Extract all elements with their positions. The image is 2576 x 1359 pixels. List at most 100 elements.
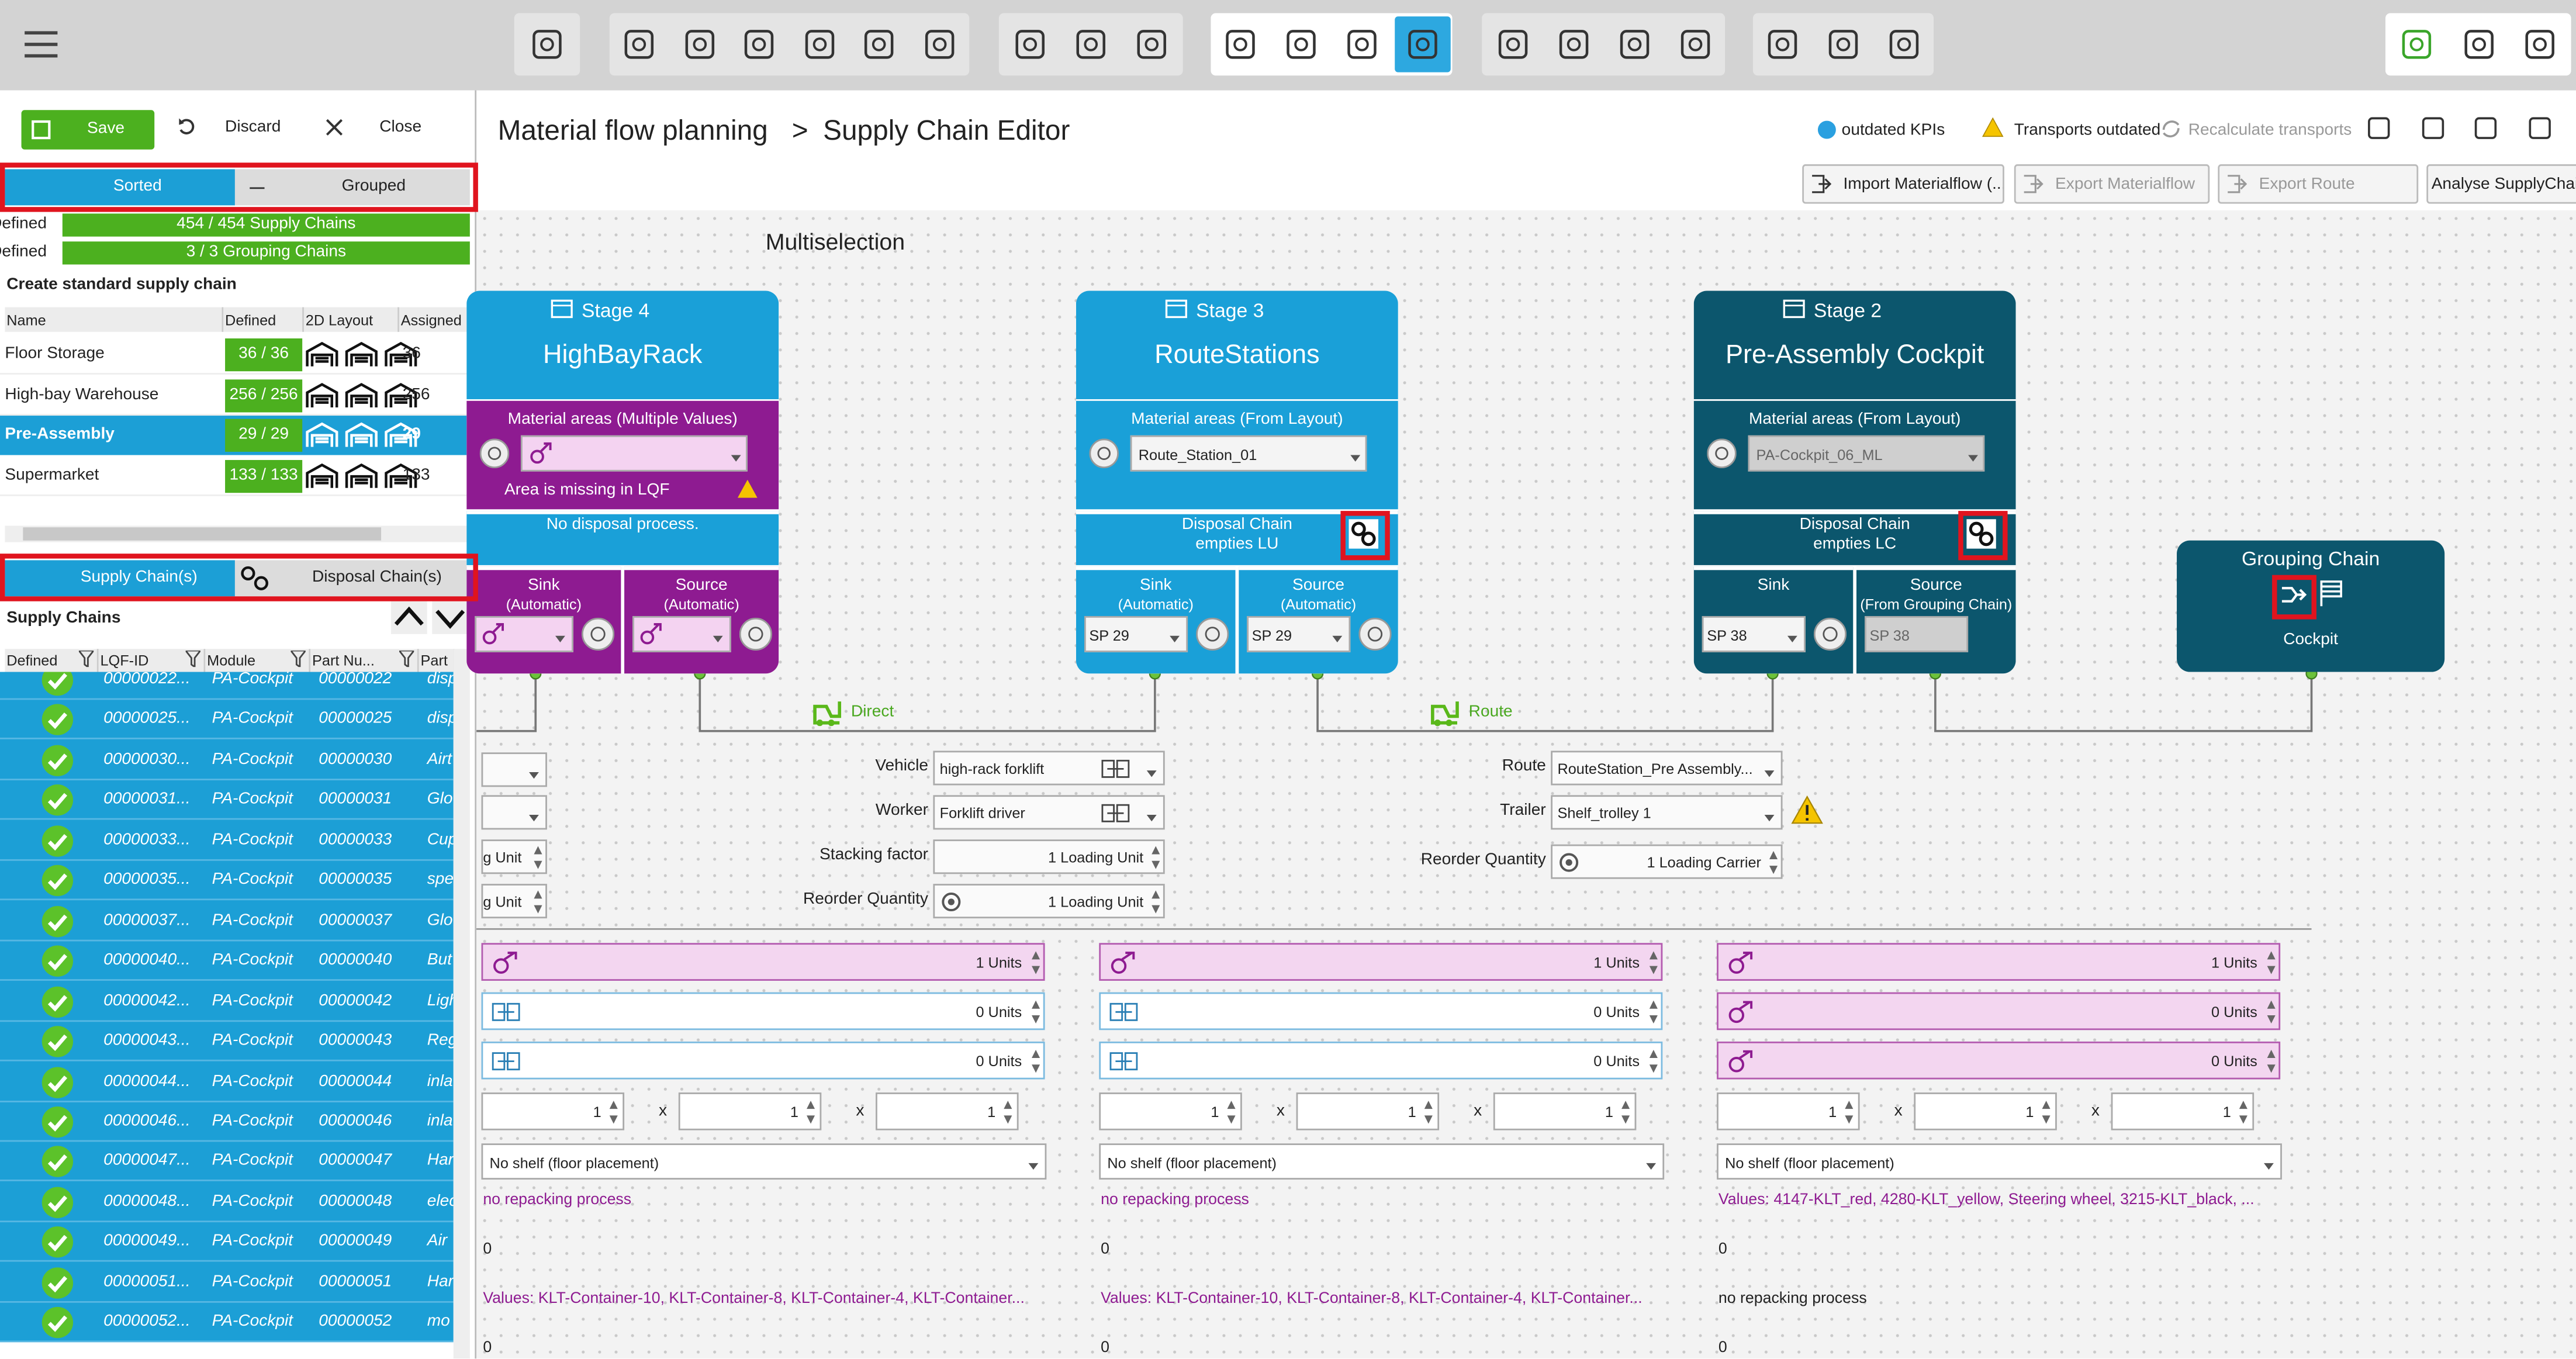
- form-field[interactable]: Forklift driver: [933, 795, 1165, 830]
- chain-row[interactable]: 00000048... PA-Cockpit 00000048 elec: [0, 1182, 454, 1222]
- filter-icon[interactable]: [289, 649, 307, 669]
- area-button[interactable]: [1707, 438, 1737, 469]
- toolbar-icon[interactable]: [1494, 26, 1530, 63]
- shelf-dropdown[interactable]: No shelf (floor placement): [1717, 1143, 2282, 1180]
- dimension-field[interactable]: 1: [1296, 1092, 1440, 1130]
- chain-row[interactable]: 00000051... PA-Cockpit 00000051 Har: [0, 1263, 454, 1303]
- table-row[interactable]: [0, 456, 473, 496]
- toolbar-icon[interactable]: [2460, 26, 2497, 63]
- toolbar-icon[interactable]: [1011, 26, 1047, 63]
- toolbar-button[interactable]: Import Materialflow (...: [1802, 164, 2004, 204]
- toolbar-icon[interactable]: [1825, 26, 1862, 63]
- sorted-toggle[interactable]: Sorted: [5, 169, 235, 206]
- toolbar-icon[interactable]: [529, 26, 565, 63]
- sink-button[interactable]: [1196, 617, 1229, 651]
- toolbar-icon[interactable]: [1134, 26, 1170, 63]
- chain-row[interactable]: 00000033... PA-Cockpit 00000033 Cup: [0, 821, 454, 861]
- table-row[interactable]: [0, 335, 473, 375]
- area-dropdown[interactable]: Route_Station_01: [1130, 435, 1367, 472]
- sink-button[interactable]: [1813, 617, 1847, 651]
- toolbar-icon[interactable]: [1886, 26, 1922, 63]
- toolbar-icon[interactable]: [1555, 26, 1591, 63]
- quantity-field[interactable]: 0 Units: [1099, 992, 1663, 1031]
- source-dropdown[interactable]: SP 38: [1865, 615, 1969, 652]
- table-row[interactable]: [0, 375, 473, 415]
- toolbar-icon[interactable]: [1344, 26, 1380, 63]
- form-field[interactable]: 1 Loading Unit: [933, 884, 1165, 919]
- toolbar-icon[interactable]: [621, 26, 658, 63]
- stage-card[interactable]: Stage 4 HighBayRack Material areas (Multip…: [466, 291, 779, 674]
- toolbar-icon[interactable]: [682, 26, 718, 63]
- filter-icon[interactable]: [77, 649, 96, 669]
- chain-row[interactable]: 00000042... PA-Cockpit 00000042 Ligh: [0, 982, 454, 1022]
- toolbar-icon[interactable]: [801, 26, 838, 63]
- chain-row[interactable]: 00000046... PA-Cockpit 00000046 inla: [0, 1102, 454, 1142]
- save-button[interactable]: Save: [21, 110, 155, 150]
- toolbar-icon[interactable]: [861, 26, 897, 63]
- area-button[interactable]: [1089, 438, 1119, 469]
- source-dropdown[interactable]: [632, 615, 731, 652]
- filter-icon[interactable]: [184, 649, 202, 669]
- header-icon[interactable]: [2529, 117, 2551, 140]
- dimension-field[interactable]: 1: [1099, 1092, 1242, 1130]
- chain-row[interactable]: 00000043... PA-Cockpit 00000043 Reg: [0, 1022, 454, 1061]
- scroll-up-button[interactable]: [390, 601, 427, 634]
- chain-row[interactable]: 00000031... PA-Cockpit 00000031 Glo: [0, 781, 454, 821]
- dimension-field[interactable]: 1: [481, 1092, 625, 1130]
- quantity-field[interactable]: 0 Units: [1717, 992, 2281, 1031]
- quantity-field[interactable]: 0 Units: [1717, 1041, 2281, 1080]
- supply-chains-tab[interactable]: Supply Chain(s): [5, 560, 235, 597]
- toolbar-icon[interactable]: [2398, 26, 2435, 63]
- disposal-chains-tab[interactable]: Disposal Chain(s): [234, 560, 470, 597]
- toolbar-button[interactable]: Export Route: [2218, 164, 2419, 204]
- quantity-field[interactable]: 0 Units: [1099, 1041, 1663, 1080]
- quantity-field[interactable]: 0 Units: [481, 1041, 1045, 1080]
- toolbar-icon[interactable]: [1404, 26, 1440, 63]
- recalc-icon[interactable]: [2160, 118, 2182, 140]
- toolbar-button[interactable]: Export Materialflow: [2014, 164, 2210, 204]
- sink-dropdown[interactable]: [475, 615, 573, 652]
- form-field[interactable]: 1 Loading Carrier: [1551, 844, 1783, 879]
- disposal-chain-icon[interactable]: [1348, 519, 1379, 549]
- toolbar-icon[interactable]: [1616, 26, 1652, 63]
- quantity-field[interactable]: 1 Units: [1717, 943, 2281, 981]
- area-dropdown[interactable]: [520, 435, 748, 472]
- grouping-chain-card[interactable]: Grouping Chain Cockpit: [2177, 540, 2445, 672]
- form-field[interactable]: 1 Loading Unit: [933, 839, 1165, 874]
- chain-row[interactable]: 00000035... PA-Cockpit 00000035 spe: [0, 861, 454, 901]
- toolbar-icon[interactable]: [1073, 26, 1109, 63]
- disposal-chain-icon[interactable]: [1966, 519, 1996, 549]
- area-button[interactable]: [479, 438, 510, 469]
- header-icon[interactable]: [2474, 117, 2497, 140]
- sink-dropdown[interactable]: SP 38: [1702, 615, 1806, 652]
- chain-row[interactable]: 00000052... PA-Cockpit 00000052 mo: [0, 1303, 454, 1343]
- toolbar-icon[interactable]: [741, 26, 777, 63]
- form-field[interactable]: [481, 752, 547, 787]
- dimension-field[interactable]: 1: [2111, 1092, 2255, 1130]
- shelf-dropdown[interactable]: No shelf (floor placement): [1099, 1143, 1665, 1180]
- header-icon[interactable]: [2422, 117, 2444, 140]
- header-icon[interactable]: [2367, 117, 2390, 140]
- area-dropdown[interactable]: PA-Cockpit_06_ML: [1748, 435, 1985, 472]
- discard-icon[interactable]: [178, 117, 198, 137]
- dimension-field[interactable]: 1: [1493, 1092, 1637, 1130]
- grouping-icon[interactable]: [2278, 580, 2308, 610]
- chain-row[interactable]: 00000049... PA-Cockpit 00000049 Air: [0, 1223, 454, 1263]
- menu-button[interactable]: [23, 28, 59, 61]
- toolbar-icon[interactable]: [921, 26, 957, 63]
- stage-card[interactable]: Stage 2 Pre-Assembly Cockpit Material area…: [1693, 291, 2016, 674]
- grouped-toggle[interactable]: Grouped: [234, 169, 470, 206]
- toolbar-icon[interactable]: [1223, 26, 1259, 63]
- chain-row[interactable]: 00000037... PA-Cockpit 00000037 Glo: [0, 901, 454, 941]
- filter-icon[interactable]: [397, 649, 416, 669]
- chain-row[interactable]: 00000025... PA-Cockpit 00000025 disp: [0, 701, 454, 740]
- close-icon[interactable]: [325, 118, 343, 136]
- form-field[interactable]: Shelf_trolley 1: [1551, 795, 1783, 830]
- form-field[interactable]: [481, 795, 547, 830]
- source-button[interactable]: [1358, 617, 1392, 651]
- form-field[interactable]: g Unit: [481, 839, 547, 874]
- source-dropdown[interactable]: SP 29: [1247, 615, 1351, 652]
- stage-card[interactable]: Stage 3 RouteStations Material areas (From…: [1076, 291, 1398, 674]
- chain-row[interactable]: 00000047... PA-Cockpit 00000047 Har: [0, 1142, 454, 1182]
